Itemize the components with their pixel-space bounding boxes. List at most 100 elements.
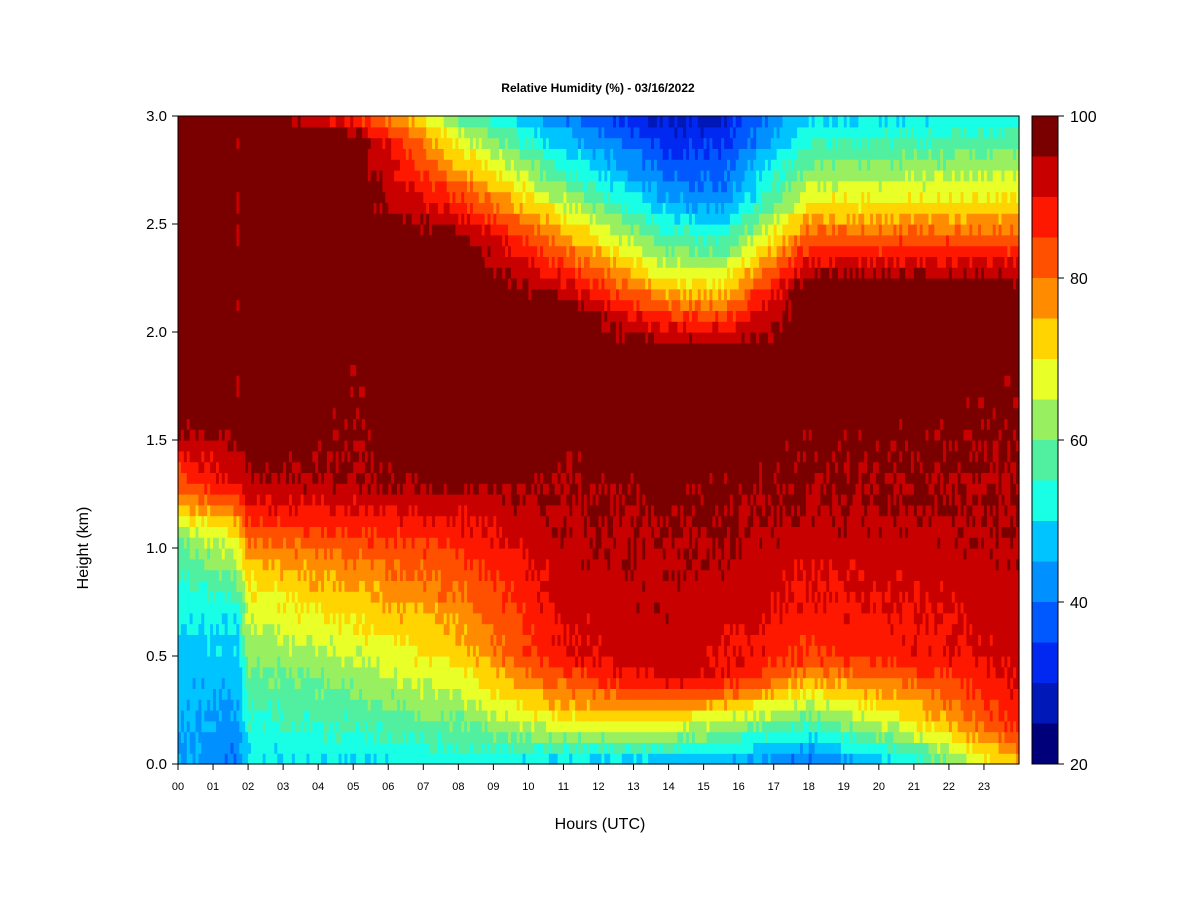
heatmap-cell: [245, 299, 249, 311]
heatmap-cell: [253, 213, 258, 225]
heatmap-cell: [356, 332, 360, 344]
heatmap-cell: [356, 645, 360, 657]
heatmap-cell: [265, 602, 270, 614]
heatmap-cell: [230, 278, 235, 290]
heatmap-cell: [318, 450, 322, 463]
heatmap-cell: [213, 558, 217, 571]
heatmap-cell: [259, 634, 264, 646]
heatmap-cell: [227, 472, 232, 484]
heatmap-cell: [297, 418, 302, 430]
heatmap-cell: [405, 159, 410, 171]
heatmap-cell: [385, 224, 389, 236]
heatmap-cell: [245, 461, 249, 473]
heatmap-cell: [376, 191, 381, 203]
heatmap-cell: [417, 461, 421, 473]
heatmap-cell: [201, 472, 205, 484]
heatmap-cell: [385, 288, 389, 301]
heatmap-cell: [402, 429, 407, 441]
heatmap-cell: [248, 580, 252, 592]
heatmap-cell: [259, 494, 264, 506]
heatmap-cell: [335, 288, 340, 301]
heatmap-cell: [198, 386, 202, 398]
heatmap-cell: [411, 310, 416, 322]
heatmap-cell: [286, 440, 290, 452]
heatmap-cell: [248, 548, 252, 560]
heatmap-cell: [312, 666, 316, 679]
heatmap-cell: [303, 612, 308, 625]
heatmap-cell: [239, 256, 243, 268]
heatmap-cell: [178, 299, 182, 311]
heatmap-cell: [326, 710, 331, 722]
heatmap-cell: [370, 170, 375, 182]
heatmap-cell: [195, 429, 200, 441]
heatmap-cell: [312, 483, 316, 495]
heatmap-cell: [198, 537, 202, 549]
heatmap-cell: [324, 688, 328, 700]
heatmap-cell: [385, 332, 389, 344]
heatmap-cell: [347, 440, 351, 452]
heatmap-cell: [245, 731, 249, 743]
heatmap-cell: [271, 213, 275, 225]
heatmap-cell: [370, 472, 375, 484]
heatmap-cell: [286, 710, 290, 722]
heatmap-cell: [230, 612, 235, 625]
heatmap-cell: [306, 342, 311, 355]
heatmap-cell: [288, 666, 293, 679]
heatmap-cell: [253, 569, 258, 581]
heatmap-cell: [391, 450, 395, 463]
heatmap-cell: [251, 386, 255, 398]
heatmap-cell: [277, 202, 281, 214]
heatmap-cell: [382, 526, 386, 538]
heatmap-cell: [300, 742, 305, 754]
heatmap-cell: [259, 450, 264, 463]
heatmap-cell: [236, 461, 240, 473]
heatmap-cell: [347, 267, 351, 279]
heatmap-cell: [312, 645, 316, 657]
heatmap-cell: [388, 310, 392, 322]
heatmap-cell: [253, 677, 258, 689]
heatmap-cell: [399, 634, 404, 646]
heatmap-cell: [414, 623, 419, 635]
heatmap-cell: [324, 375, 328, 387]
heatmap-cell: [280, 418, 284, 430]
heatmap-cell: [195, 440, 200, 452]
heatmap-cell: [256, 548, 261, 560]
heatmap-cell: [239, 202, 243, 214]
heatmap-cell: [356, 461, 360, 473]
heatmap-cell: [294, 558, 299, 571]
heatmap-cell: [239, 634, 243, 646]
heatmap-cell: [236, 278, 240, 290]
heatmap-cell: [245, 256, 249, 268]
heatmap-cell: [192, 170, 197, 182]
heatmap-cell: [221, 407, 226, 419]
heatmap-cell: [195, 342, 200, 355]
heatmap-cell: [204, 677, 208, 689]
heatmap-cell: [274, 191, 278, 203]
heatmap-cell: [253, 537, 258, 549]
heatmap-cell: [207, 634, 211, 646]
heatmap-cell: [324, 623, 328, 635]
heatmap-cell: [178, 677, 182, 689]
heatmap-cell: [394, 234, 398, 247]
heatmap-cell: [230, 472, 235, 484]
heatmap-cell: [242, 526, 246, 538]
heatmap-cell: [388, 645, 392, 657]
heatmap-cell: [201, 461, 205, 473]
heatmap-cell: [236, 612, 240, 625]
heatmap-cell: [280, 699, 284, 711]
heatmap-cell: [405, 396, 410, 409]
heatmap-cell: [224, 213, 229, 225]
heatmap-cell: [359, 461, 363, 473]
heatmap-cell: [227, 753, 232, 765]
heatmap-cell: [402, 526, 407, 538]
heatmap-cell: [318, 591, 322, 603]
heatmap-cell: [329, 515, 334, 527]
heatmap-cell: [405, 580, 410, 592]
heatmap-cell: [315, 332, 319, 344]
heatmap-cell: [233, 375, 237, 387]
heatmap-cell: [373, 245, 378, 257]
heatmap-cell: [364, 159, 369, 171]
heatmap-cell: [417, 623, 421, 635]
heatmap-cell: [207, 645, 211, 657]
heatmap-cell: [256, 753, 261, 765]
